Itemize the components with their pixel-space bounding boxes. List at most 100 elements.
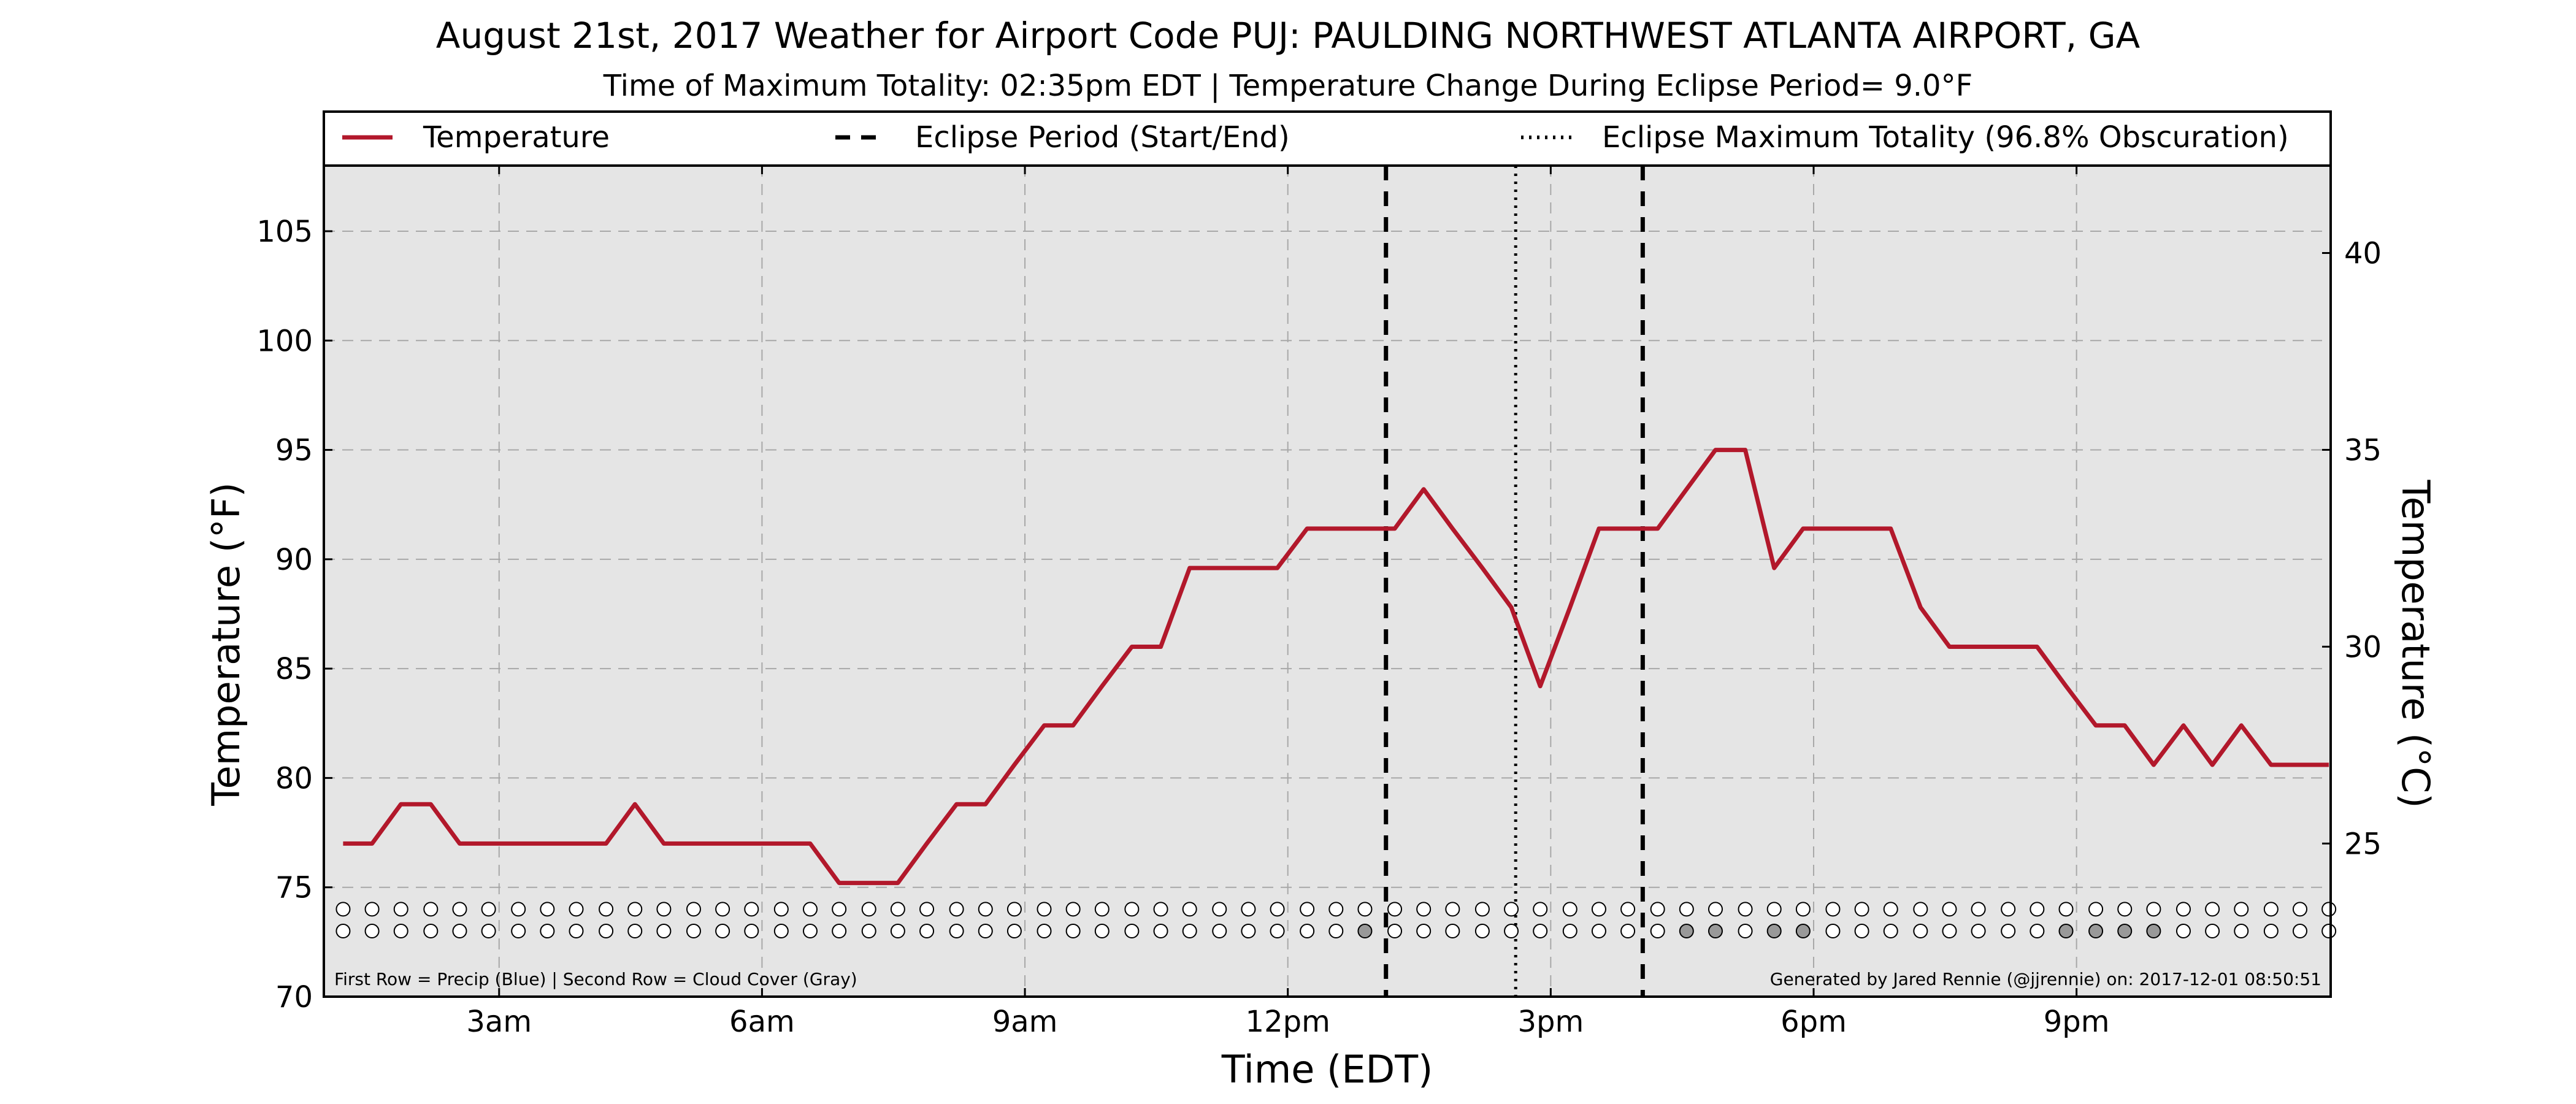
precip-marker (1738, 902, 1753, 917)
chart-subtitle: Time of Maximum Totality: 02:35pm EDT | … (603, 69, 1972, 103)
cloud-marker (1883, 924, 1898, 939)
y-tick-label: 85 (275, 652, 313, 686)
cloud-marker (1971, 924, 1986, 939)
precip-marker (1504, 902, 1519, 917)
precip-marker (2263, 902, 2279, 917)
cloud-marker (364, 924, 380, 939)
precip-marker (890, 902, 905, 917)
cloud-marker (1037, 924, 1052, 939)
cloud-marker (1795, 924, 1811, 939)
cloud-marker (1913, 924, 1928, 939)
precip-marker (481, 902, 496, 917)
cloud-marker (1562, 924, 1577, 939)
precip-marker (1270, 902, 1285, 917)
cloud-marker (599, 924, 614, 939)
precip-marker (949, 902, 964, 917)
precip-marker (2030, 902, 2045, 917)
legend-label-eclipse-period: Eclipse Period (Start/End) (915, 120, 1290, 155)
precip-marker (802, 902, 818, 917)
cloud-marker (1504, 924, 1519, 939)
cloud-marker (802, 924, 818, 939)
precip-marker (1037, 902, 1052, 917)
precip-marker (978, 902, 993, 917)
x-tick-label: 12pm (1246, 1005, 1330, 1039)
precip-marker (1124, 902, 1140, 917)
precip-marker (919, 902, 935, 917)
cloud-marker (1650, 924, 1665, 939)
precip-marker (1620, 902, 1636, 917)
precip-marker (540, 902, 555, 917)
x-axis-label: Time (EDT) (1221, 1047, 1433, 1092)
cloud-marker (1270, 924, 1285, 939)
precip-marker (2175, 902, 2191, 917)
y-tick-label: 90 (275, 543, 313, 577)
cloud-marker (1591, 924, 1606, 939)
cloud-marker (1357, 924, 1373, 939)
cloud-marker (2205, 924, 2220, 939)
precip-marker (1300, 902, 1315, 917)
precip-marker (1854, 902, 1869, 917)
cloud-marker (2292, 924, 2307, 939)
precip-marker (861, 902, 876, 917)
cloud-marker (481, 924, 496, 939)
precip-marker (2001, 902, 2016, 917)
cloud-marker (656, 924, 672, 939)
legend-label-temperature: Temperature (423, 120, 610, 155)
x-tick-label: 6pm (1781, 1005, 1847, 1039)
y-axis-ticks: 70 75 80 85 90 95 100 105 (256, 215, 332, 1014)
precip-marker (1650, 902, 1665, 917)
precip-marker (1328, 902, 1344, 917)
cloud-marker (1620, 924, 1636, 939)
cloud-marker (715, 924, 730, 939)
cloud-marker (1212, 924, 1227, 939)
footnote-credit: Generated by Jared Rennie (@jjrennie) on… (1770, 969, 2321, 989)
y-tick-label: 105 (256, 215, 313, 249)
precip-marker (2205, 902, 2220, 917)
precip-marker (1708, 902, 1723, 917)
cloud-marker (1474, 924, 1490, 939)
cloud-marker (423, 924, 439, 939)
precip-marker (1591, 902, 1606, 917)
y-axis-right-ticks: 25 30 35 40 (2322, 236, 2382, 861)
chart-title: August 21st, 2017 Weather for Airport Co… (436, 15, 2141, 56)
cloud-marker (832, 924, 847, 939)
cloud-marker (744, 924, 759, 939)
cloud-marker (1065, 924, 1081, 939)
precip-marker (1416, 902, 1432, 917)
precip-marker (452, 902, 467, 917)
precip-marker (1241, 902, 1256, 917)
precip-marker (1679, 902, 1694, 917)
cloud-marker (393, 924, 408, 939)
precip-marker (1883, 902, 1898, 917)
cloud-marker (1708, 924, 1723, 939)
cloud-marker (2175, 924, 2191, 939)
legend: Temperature Eclipse Period (Start/End) E… (342, 120, 2289, 155)
precip-marker (1212, 902, 1227, 917)
precip-marker (1094, 902, 1110, 917)
precip-marker (1562, 902, 1577, 917)
cloud-marker (1445, 924, 1460, 939)
cloud-marker (2088, 924, 2104, 939)
precip-marker (364, 902, 380, 917)
precip-marker (686, 902, 701, 917)
precip-marker (2058, 902, 2074, 917)
cloud-marker (1241, 924, 1256, 939)
precip-marker (511, 902, 526, 917)
x-tick-label: 9pm (2044, 1005, 2110, 1039)
precip-marker (1766, 902, 1782, 917)
y-right-tick-label: 25 (2344, 827, 2382, 861)
cloud-marker (335, 924, 351, 939)
cloud-marker (540, 924, 555, 939)
x-tick-label: 3pm (1517, 1005, 1584, 1039)
precip-marker (2088, 902, 2104, 917)
cloud-marker (1825, 924, 1841, 939)
precip-marker (1445, 902, 1460, 917)
temperature-line (343, 448, 2329, 886)
cloud-marker (1533, 924, 1548, 939)
precip-marker (1065, 902, 1081, 917)
cloud-marker (686, 924, 701, 939)
cloud-marker (890, 924, 905, 939)
x-axis-ticks: 3am 6am 9am 12pm 3pm 6pm 9pm (466, 166, 2110, 1039)
precip-marker (335, 902, 351, 917)
